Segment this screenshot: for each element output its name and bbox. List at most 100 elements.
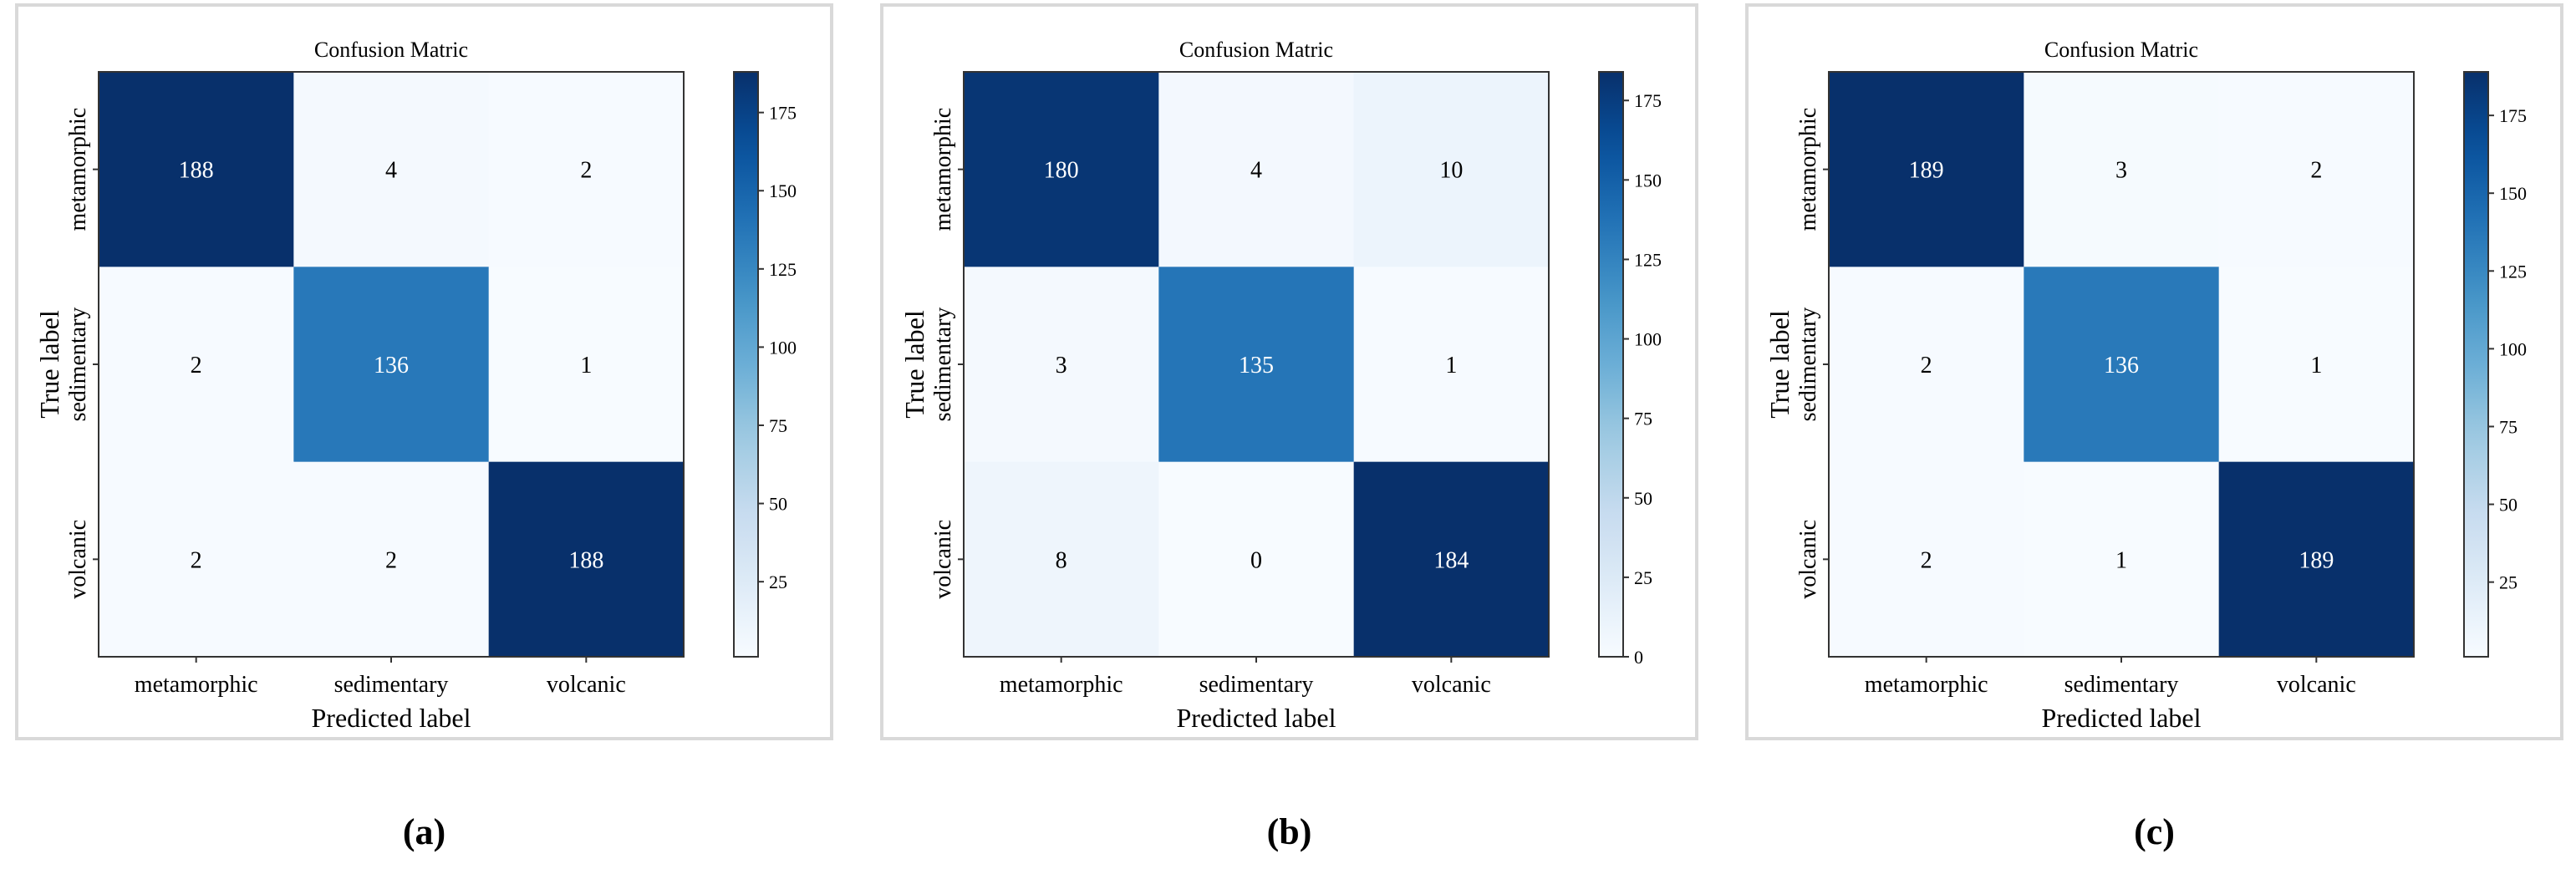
heatmap-cell xyxy=(1353,267,1550,463)
colorbar-tick-label: 175 xyxy=(2499,105,2527,126)
colorbar-tick-label: 100 xyxy=(1634,329,1662,350)
panel-caption: (c) xyxy=(2134,811,2175,852)
colorbar-tick-label: 150 xyxy=(1634,170,1662,191)
y-tick-label: volcanic xyxy=(1795,520,1821,599)
cell-value-label: 2 xyxy=(1921,353,1932,379)
cell-value-label: 188 xyxy=(179,158,214,184)
cell-value-label: 184 xyxy=(1433,547,1469,573)
x-tick-label: volcanic xyxy=(2277,672,2356,698)
confusion-matrix-panel: 188 4 2 2 136 1 2 2 188 Confusion Matric metamorph… xyxy=(15,3,833,852)
heatmap-cell xyxy=(2218,72,2415,267)
cell-value-label: 3 xyxy=(2115,158,2127,184)
heatmap-cell xyxy=(964,72,1159,267)
cell-value-label: 2 xyxy=(1921,547,1932,573)
x-axis-label: Predicted label xyxy=(1176,703,1336,733)
heatmap-cell xyxy=(1829,267,2024,463)
x-tick-label: metamorphic xyxy=(1000,672,1123,698)
cell-value-label: 180 xyxy=(1044,158,1079,184)
heatmap-cell xyxy=(99,72,294,267)
cell-value-label: 1 xyxy=(2310,353,2322,379)
cell-value-label: 0 xyxy=(1250,547,1262,573)
cell-value-label: 189 xyxy=(2299,547,2334,573)
colorbar xyxy=(1598,71,1624,658)
cell-value-label: 3 xyxy=(1056,353,1067,379)
cell-value-label: 2 xyxy=(191,547,202,573)
colorbar-tick-label: 75 xyxy=(769,415,787,436)
x-axis-label: Predicted label xyxy=(311,703,471,733)
heatmap-cell xyxy=(2024,267,2220,463)
cell-value-label: 2 xyxy=(580,158,592,184)
heatmap-cell xyxy=(2218,461,2415,658)
heatmap-cell xyxy=(1158,72,1355,267)
x-tick-label: sedimentary xyxy=(334,672,449,698)
y-axis-label: True label xyxy=(899,310,929,419)
x-tick-label: sedimentary xyxy=(2064,672,2179,698)
cell-value-label: 136 xyxy=(2104,353,2139,379)
heatmap-cell xyxy=(1353,461,1550,658)
x-axis-label: Predicted label xyxy=(2041,703,2201,733)
x-tick-label: metamorphic xyxy=(135,672,258,698)
cell-value-label: 2 xyxy=(191,353,202,379)
colorbar xyxy=(733,71,759,658)
heatmap-cell xyxy=(99,461,294,658)
heatmap-cell xyxy=(2024,461,2220,658)
colorbar-tick-label: 75 xyxy=(2499,416,2517,437)
heatmap-cell xyxy=(488,72,685,267)
heatmap-cell xyxy=(488,461,685,658)
colorbar-tick-label: 50 xyxy=(769,494,787,515)
colorbar-tick-label: 75 xyxy=(1634,409,1652,429)
cell-value-label: 135 xyxy=(1239,353,1274,379)
cell-value-label: 4 xyxy=(385,158,397,184)
heatmap-cell xyxy=(1158,461,1355,658)
x-tick-label: volcanic xyxy=(1412,672,1491,698)
x-tick-label: volcanic xyxy=(547,672,626,698)
y-tick-label: sedimentary xyxy=(65,307,91,422)
y-tick-label: metamorphic xyxy=(1795,108,1821,231)
colorbar-tick-label: 150 xyxy=(2499,183,2527,204)
y-tick-label: sedimentary xyxy=(1795,307,1821,422)
heatmap-cell xyxy=(99,267,294,463)
colorbar-tick-label: 25 xyxy=(1634,567,1652,588)
colorbar-tick-label: 25 xyxy=(2499,572,2517,593)
heatmap-cell xyxy=(1829,72,2024,267)
colorbar-tick-label: 125 xyxy=(769,259,797,280)
heatmap-cell xyxy=(1158,267,1355,463)
heatmap-cell xyxy=(1353,72,1550,267)
y-tick-label: metamorphic xyxy=(65,108,91,231)
y-tick-label: sedimentary xyxy=(930,307,956,422)
colorbar-tick-label: 25 xyxy=(769,572,787,592)
heatmap-cell xyxy=(964,267,1159,463)
confusion-matrix-panel: 189 3 2 2 136 1 2 1 189 Confusion Matric metamorph… xyxy=(1745,3,2563,852)
colorbar-tick-label: 150 xyxy=(769,180,797,201)
colorbar-tick-label: 175 xyxy=(769,103,797,124)
colorbar-tick-label: 125 xyxy=(2499,261,2527,282)
chart-title: Confusion Matric xyxy=(2044,38,2198,62)
cell-value-label: 4 xyxy=(1250,158,1262,184)
heatmap-cell xyxy=(293,267,490,463)
colorbar-tick-label: 0 xyxy=(1634,647,1643,668)
heatmap-cell xyxy=(293,72,490,267)
cell-value-label: 1 xyxy=(1445,353,1457,379)
heatmap-cell xyxy=(293,461,490,658)
y-tick-label: volcanic xyxy=(65,520,91,599)
x-tick-label: sedimentary xyxy=(1199,672,1314,698)
cell-value-label: 136 xyxy=(374,353,409,379)
colorbar-tick-label: 50 xyxy=(2499,495,2517,516)
y-tick-label: metamorphic xyxy=(930,108,956,231)
cell-value-label: 2 xyxy=(2310,158,2322,184)
cell-value-label: 2 xyxy=(385,547,397,573)
heatmap-cell xyxy=(2024,72,2220,267)
colorbar-tick-label: 100 xyxy=(769,337,797,358)
y-axis-label: True label xyxy=(34,310,64,419)
cell-value-label: 1 xyxy=(580,353,592,379)
x-tick-label: metamorphic xyxy=(1865,672,1988,698)
y-tick-label: volcanic xyxy=(930,520,956,599)
heatmap-cell xyxy=(2218,267,2415,463)
panel-caption: (a) xyxy=(403,811,445,852)
cell-value-label: 10 xyxy=(1439,158,1463,184)
cell-value-label: 188 xyxy=(568,547,603,573)
chart-title: Confusion Matric xyxy=(314,38,468,62)
heatmap-cell xyxy=(964,461,1159,658)
heatmap-cell xyxy=(488,267,685,463)
